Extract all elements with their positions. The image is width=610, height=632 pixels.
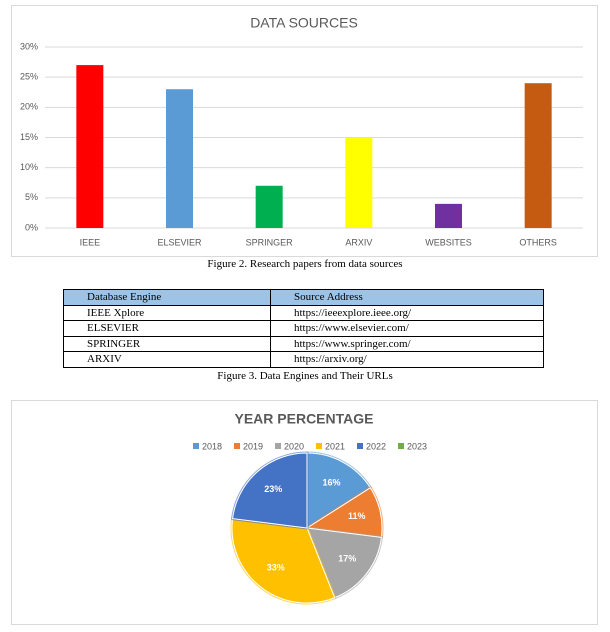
legend-label: 2018: [202, 441, 222, 451]
caption: Figure 3. Data Engines and Their URLs: [217, 370, 393, 382]
y-tick-label: 15%: [20, 132, 38, 142]
x-tick-label: IEEE: [80, 237, 101, 247]
bar: [435, 203, 462, 228]
slice-border: [306, 527, 382, 599]
legend-swatch: [357, 443, 363, 449]
cell: https://www.springer.com/: [270, 335, 544, 352]
legend-label: 2021: [325, 441, 345, 451]
cell: https://arxiv.org/: [270, 351, 544, 368]
cell: SPRINGER: [63, 335, 271, 352]
legend-swatch: [316, 443, 322, 449]
y-tick-label: 10%: [20, 162, 38, 172]
bar: [345, 137, 373, 228]
cell: https://www.elsevier.com/: [270, 320, 544, 337]
slice-border: [232, 452, 308, 529]
header-cell: Source Address: [270, 289, 544, 306]
x-tick-label: WEBSITES: [425, 237, 472, 247]
y-tick-label: 0%: [25, 222, 38, 232]
legend-swatch: [275, 443, 281, 449]
data-label: 17%: [338, 554, 356, 564]
data-label: 16%: [323, 478, 341, 488]
data-label: 11%: [348, 511, 366, 521]
bar: [524, 83, 552, 228]
bar: [76, 65, 104, 228]
legend-swatch: [234, 443, 240, 449]
cell: IEEE Xplore: [63, 304, 271, 321]
data-label: 23%: [264, 484, 282, 494]
x-tick-label: ELSEVIER: [157, 237, 202, 247]
y-tick-label: 30%: [20, 41, 38, 51]
slice-border: [306, 452, 372, 529]
legend-label: 2020: [284, 441, 304, 451]
bar: [255, 185, 283, 228]
y-tick-label: 20%: [20, 102, 38, 112]
cell: ELSEVIER: [63, 320, 271, 337]
legend-label: 2023: [407, 441, 427, 451]
x-tick-label: OTHERS: [519, 237, 557, 247]
bar: [166, 89, 193, 228]
cell: https://ieeexplore.ieee.org/: [270, 304, 544, 321]
legend-label: 2019: [243, 441, 263, 451]
y-tick-label: 5%: [25, 192, 38, 202]
header-cell: Database Engine: [63, 289, 271, 306]
chart-title: YEAR PERCENTAGE: [235, 411, 374, 427]
legend-swatch: [398, 443, 404, 449]
legend-swatch: [193, 443, 199, 449]
table: Database Engine Source Address IEEE Xplor…: [63, 289, 544, 368]
chart-title: DATA SOURCES: [250, 15, 358, 31]
x-tick-label: SPRINGER: [246, 237, 294, 247]
cell: ARXIV: [63, 351, 271, 368]
legend-label: 2022: [366, 441, 386, 451]
x-tick-label: ARXIV: [345, 237, 372, 247]
data-label: 33%: [267, 563, 285, 573]
y-tick-label: 25%: [20, 72, 38, 82]
slice-border: [231, 518, 336, 604]
caption: Figure 2. Research papers from data sour…: [207, 258, 403, 270]
